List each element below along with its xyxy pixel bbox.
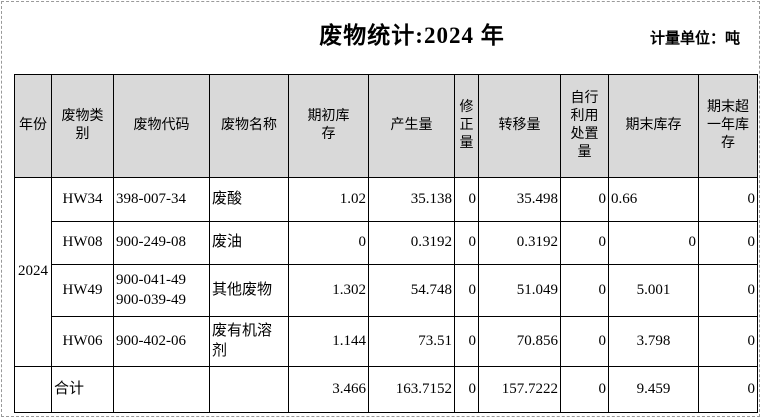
cell-self-disposed: 0: [560, 221, 609, 265]
column-header-self-disposed: 自行 利用 处置 量: [560, 74, 609, 178]
cell-code: 900-402-06: [113, 316, 210, 367]
cell-self-disposed: 0: [560, 316, 609, 367]
cell-produced: 73.51: [368, 316, 455, 367]
cell-name: 废有机溶剂: [209, 316, 289, 367]
cell-corrected: 0: [454, 264, 479, 317]
cell-over-year-stock: 0: [698, 316, 758, 367]
cell-transferred: 70.856: [478, 316, 561, 367]
cell-name: 废酸: [209, 177, 289, 222]
cell-produced: 35.138: [368, 177, 455, 222]
cell-name-empty: [209, 366, 289, 413]
cell-code-empty: [113, 366, 210, 413]
cell-end-stock: 5.001: [608, 264, 699, 317]
cell-category: HW49: [51, 264, 114, 317]
waste-statistics-table: 年份 废物类 别 废物代码 废物名称 期初库 存 产生量 修 正 量 转移量 自…: [14, 74, 758, 413]
cell-category: HW08: [51, 221, 114, 265]
cell-year: 2024: [14, 177, 52, 367]
column-header-waste-name: 废物名称: [209, 74, 289, 178]
cell-code: 398-007-34: [113, 177, 210, 222]
total-row: 合计 3.466 163.7152 0 157.7222 0 9.459 0: [14, 366, 758, 413]
column-header-begin-stock: 期初库 存: [288, 74, 369, 178]
table-row: 2024 HW34 398-007-34 废酸 1.02 35.138 0 35…: [14, 177, 758, 367]
cell-self-disposed: 0: [560, 264, 609, 317]
cell-total-self-disposed: 0: [560, 366, 609, 413]
cell-transferred: 35.498: [478, 177, 561, 222]
cell-year-empty: [14, 366, 52, 413]
header-row: 年份 废物类 别 废物代码 废物名称 期初库 存 产生量 修 正 量 转移量 自…: [14, 74, 758, 178]
cell-total-end-stock: 9.459: [608, 366, 699, 413]
cell-over-year-stock: 0: [698, 221, 758, 265]
column-header-waste-category: 废物类 别: [51, 74, 114, 178]
cell-code: 900-041-49 900-039-49: [113, 264, 210, 317]
cell-produced: 54.748: [368, 264, 455, 317]
table-row: HW08 900-249-08 废油 0 0.3192 0 0.3192 0 0…: [15, 221, 758, 265]
cell-end-stock: 3.798: [608, 316, 699, 367]
cell-self-disposed: 0: [560, 177, 609, 222]
cell-produced: 0.3192: [368, 221, 455, 265]
cell-category: HW34: [51, 177, 114, 222]
column-header-end-stock: 期末库存: [608, 74, 699, 178]
table-row: HW49 900-041-49 900-039-49 其他废物 1.302 54…: [15, 264, 758, 317]
cell-category: HW06: [51, 316, 114, 367]
cell-total-transferred: 157.7222: [478, 366, 561, 413]
cell-corrected: 0: [454, 221, 479, 265]
cell-total-begin-stock: 3.466: [288, 366, 369, 413]
cell-end-stock: 0: [608, 221, 699, 265]
table-row: HW06 900-402-06 废有机溶剂 1.144 73.51 0 70.8…: [15, 316, 758, 367]
cell-begin-stock: 1.144: [288, 316, 369, 367]
cell-transferred: 51.049: [478, 264, 561, 317]
cell-total-produced: 163.7152: [368, 366, 455, 413]
report-title: 废物统计:2024 年: [319, 23, 505, 48]
column-header-over-year-stock: 期末超 一年库 存: [698, 74, 758, 178]
cell-corrected: 0: [454, 177, 479, 222]
column-header-corrected: 修 正 量: [454, 74, 479, 178]
unit-label: 计量单位：吨: [649, 31, 740, 47]
column-header-year: 年份: [14, 74, 52, 178]
column-header-waste-code: 废物代码: [113, 74, 210, 178]
column-header-produced: 产生量: [368, 74, 455, 178]
cell-begin-stock: 1.02: [288, 177, 369, 222]
cell-name: 废油: [209, 221, 289, 265]
cell-total-label: 合计: [51, 366, 114, 413]
cell-over-year-stock: 0: [698, 264, 758, 317]
cell-begin-stock: 1.302: [288, 264, 369, 317]
cell-over-year-stock: 0: [698, 177, 758, 222]
cell-total-corrected: 0: [454, 366, 479, 413]
cell-begin-stock: 0: [288, 221, 369, 265]
cell-end-stock: 0.66: [608, 177, 699, 222]
cell-total-over-year-stock: 0: [698, 366, 758, 413]
cell-transferred: 0.3192: [478, 221, 561, 265]
cell-code: 900-249-08: [113, 221, 210, 265]
cell-name: 其他废物: [209, 264, 289, 317]
column-header-transferred: 转移量: [478, 74, 561, 178]
cell-corrected: 0: [454, 316, 479, 367]
